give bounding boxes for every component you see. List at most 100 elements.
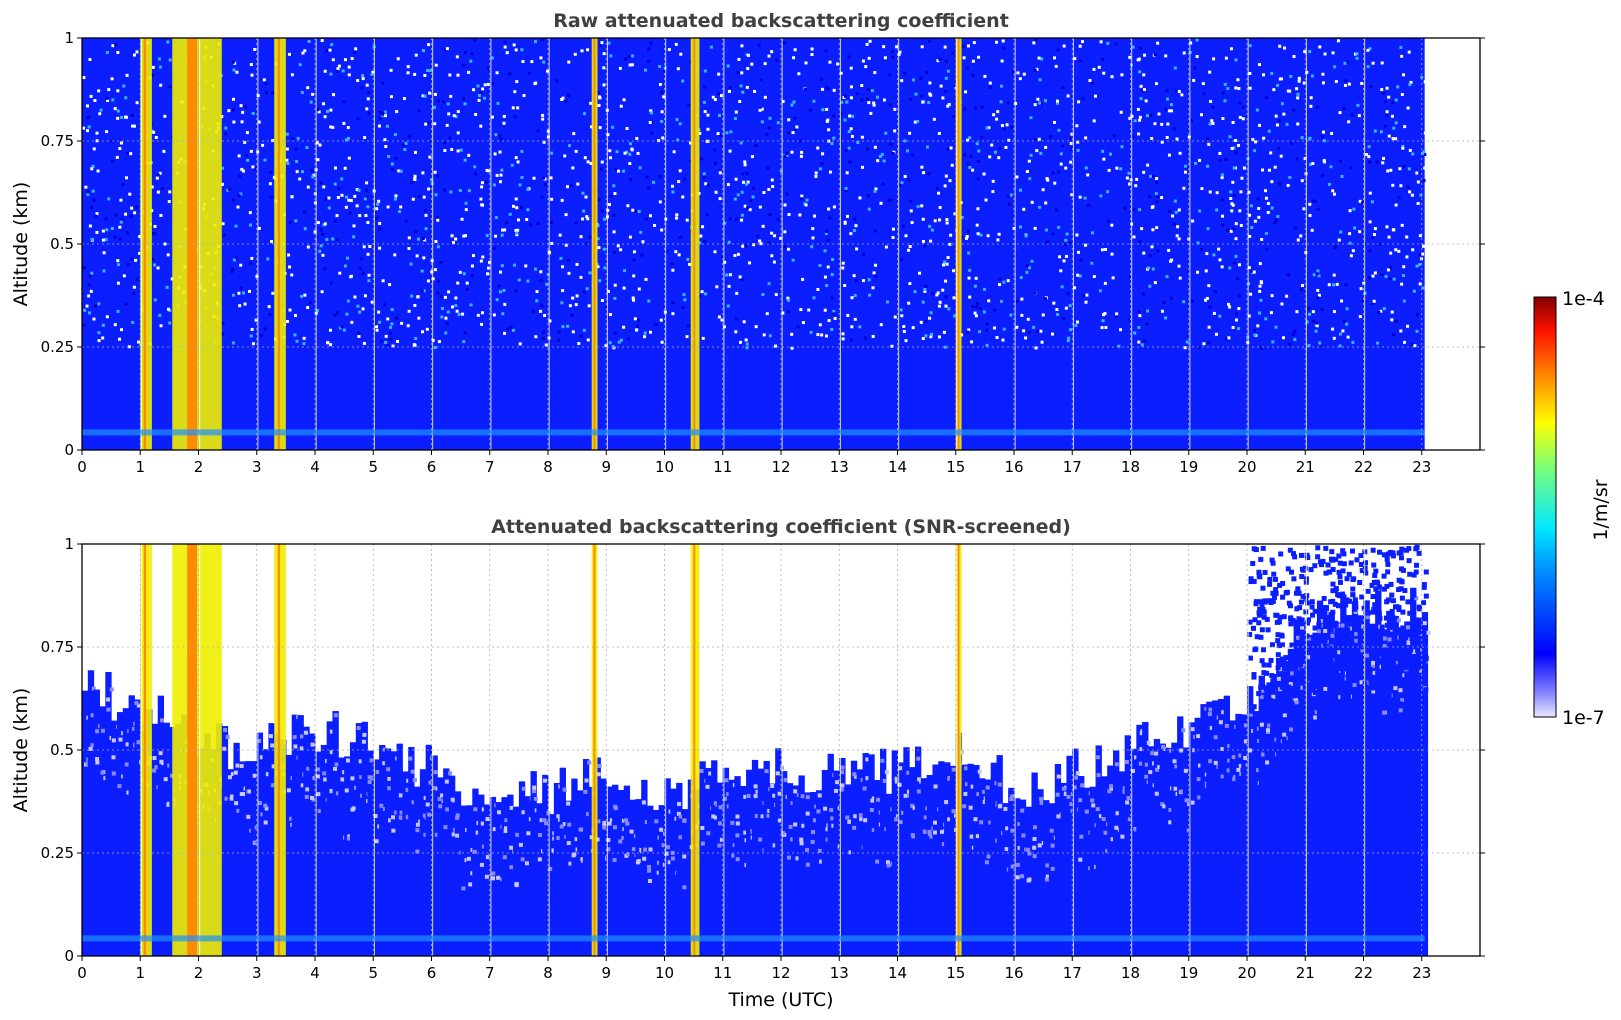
noise-speckle <box>1153 53 1157 57</box>
noise-speckle <box>1101 57 1105 61</box>
noise-speckle <box>994 781 999 786</box>
noise-speckle <box>534 81 538 85</box>
noise-speckle <box>767 241 771 245</box>
noise-speckle <box>1311 162 1315 166</box>
noise-speckle <box>1004 847 1009 852</box>
retained-signal <box>1264 685 1271 956</box>
noise-speckle <box>823 275 827 279</box>
retained-signal <box>961 764 968 956</box>
noise-speckle <box>451 305 455 309</box>
upper-signal-speckle <box>1298 695 1304 701</box>
upper-signal-speckle <box>1362 560 1368 566</box>
upper-signal-speckle <box>1315 545 1321 551</box>
upper-signal-speckle <box>1350 650 1356 656</box>
noise-speckle <box>354 47 358 51</box>
noise-speckle <box>494 215 498 219</box>
noise-speckle <box>759 242 763 246</box>
noise-speckle <box>574 837 579 842</box>
upper-signal-speckle <box>1277 614 1283 620</box>
noise-speckle <box>1199 247 1203 251</box>
retained-signal <box>1002 803 1009 956</box>
noise-speckle <box>659 318 663 322</box>
noise-speckle <box>390 322 394 326</box>
noise-speckle <box>1041 313 1045 317</box>
noise-speckle <box>1069 802 1074 807</box>
x-tick-label: 15 <box>946 458 965 476</box>
noise-speckle <box>1389 265 1393 269</box>
noise-speckle <box>1368 47 1372 51</box>
noise-speckle <box>698 131 702 135</box>
y-tick-label: 0.25 <box>41 844 74 862</box>
upper-signal-speckle <box>1386 551 1392 557</box>
noise-speckle <box>1385 110 1389 114</box>
noise-speckle <box>378 110 382 114</box>
retained-signal <box>1299 622 1306 956</box>
noise-speckle <box>1123 206 1127 210</box>
noise-speckle <box>233 770 238 775</box>
noise-speckle <box>239 263 243 267</box>
noise-speckle <box>1183 346 1187 350</box>
noise-speckle <box>832 205 836 209</box>
noise-speckle <box>921 240 925 244</box>
noise-speckle <box>1423 80 1427 84</box>
noise-speckle <box>760 814 765 819</box>
noise-speckle <box>873 145 877 149</box>
noise-speckle <box>1340 174 1344 178</box>
noise-speckle <box>540 304 544 308</box>
noise-speckle <box>475 830 480 835</box>
noise-speckle <box>253 48 257 52</box>
noise-speckle <box>1420 75 1424 79</box>
noise-speckle <box>988 155 992 159</box>
noise-speckle <box>534 335 538 339</box>
noise-speckle <box>1192 78 1196 82</box>
noise-speckle <box>1382 636 1387 641</box>
noise-speckle <box>423 209 427 213</box>
noise-speckle <box>582 209 586 213</box>
retained-signal <box>786 783 794 956</box>
noise-speckle <box>1293 329 1297 333</box>
noise-speckle <box>1265 760 1270 765</box>
noise-speckle <box>1301 284 1305 288</box>
noise-speckle <box>1396 618 1401 623</box>
upper-signal-speckle <box>1409 674 1415 680</box>
noise-speckle <box>1127 171 1131 175</box>
noise-speckle <box>1372 233 1376 237</box>
upper-signal-speckle <box>1402 588 1408 594</box>
upper-signal-speckle <box>1405 632 1411 638</box>
noise-speckle <box>566 93 570 97</box>
noise-speckle <box>395 316 399 320</box>
noise-speckle <box>286 788 291 793</box>
upper-signal-speckle <box>1342 693 1348 699</box>
noise-speckle <box>1134 827 1139 832</box>
retained-signal <box>326 721 333 956</box>
noise-speckle <box>1107 789 1112 794</box>
noise-speckle <box>541 113 545 117</box>
noise-speckle <box>229 796 234 801</box>
upper-signal-speckle <box>1329 612 1335 618</box>
x-tick-label: 8 <box>543 458 553 476</box>
noise-speckle <box>828 170 832 174</box>
noise-speckle <box>586 217 590 221</box>
noise-speckle <box>329 343 333 347</box>
noise-speckle <box>1249 204 1253 208</box>
noise-speckle <box>491 82 495 86</box>
noise-speckle <box>1005 826 1010 831</box>
noise-speckle <box>963 153 967 157</box>
retained-signal <box>1107 765 1114 956</box>
noise-speckle <box>90 271 94 275</box>
upper-signal-speckle <box>1284 703 1290 709</box>
noise-speckle <box>413 177 417 181</box>
retained-signal <box>676 782 683 956</box>
noise-speckle <box>352 224 356 228</box>
upper-signal-speckle <box>1323 545 1329 551</box>
retained-signal <box>1305 635 1312 956</box>
noise-speckle <box>622 169 626 173</box>
noise-speckle <box>1379 130 1383 134</box>
noise-speckle <box>825 283 829 287</box>
noise-speckle <box>853 294 857 298</box>
retained-signal <box>1194 717 1201 956</box>
noise-speckle <box>841 261 845 265</box>
noise-speckle <box>1145 322 1149 326</box>
noise-speckle <box>1075 320 1079 324</box>
noise-speckle <box>1396 85 1400 89</box>
